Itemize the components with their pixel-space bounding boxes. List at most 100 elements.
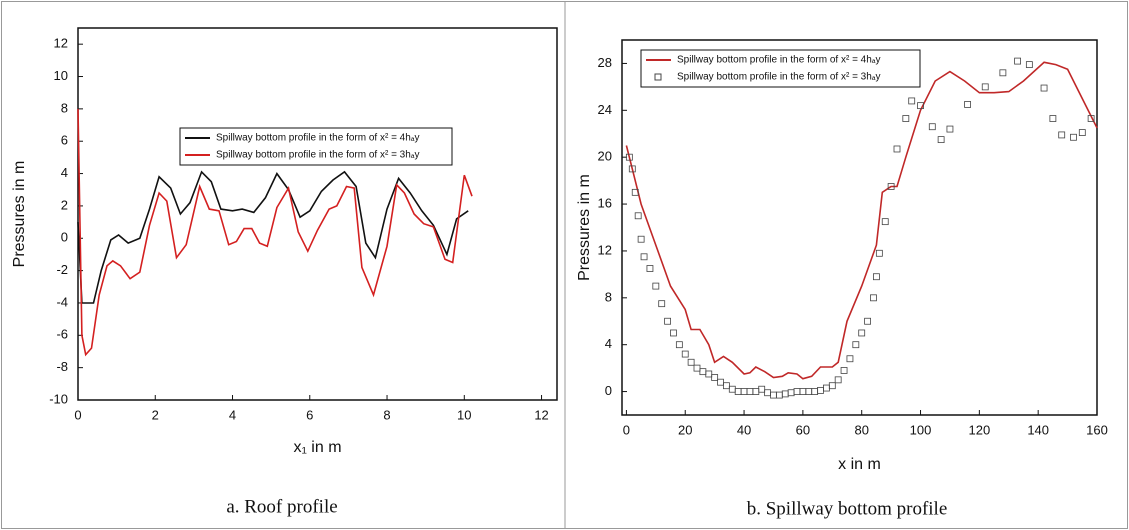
legend-label: Spillway bottom profile in the form of x… — [216, 150, 420, 161]
y-tick-label: 10 — [54, 68, 68, 83]
y-tick-label: 0 — [605, 383, 612, 398]
data-point — [811, 388, 819, 395]
x-tick-label: 2 — [152, 407, 159, 422]
data-point — [1049, 115, 1057, 122]
legend-swatch — [654, 73, 662, 81]
data-point — [705, 370, 713, 378]
data-point — [652, 282, 660, 290]
data-point — [711, 374, 719, 381]
data-point — [964, 101, 971, 108]
data-line — [77, 170, 469, 304]
data-point — [693, 364, 701, 372]
data-line — [625, 61, 1098, 380]
data-point — [875, 249, 883, 257]
data-point — [852, 341, 860, 349]
y-tick-label: 2 — [61, 197, 68, 212]
y-tick-label: 28 — [598, 55, 612, 70]
y-tick-label: 8 — [605, 289, 612, 304]
plot-frame — [621, 39, 1098, 416]
data-point — [740, 388, 748, 395]
y-tick-label: 0 — [61, 230, 68, 245]
x-tick-label: 80 — [854, 422, 868, 437]
y-axis-label: Pressures in m — [11, 161, 28, 268]
plot-frame — [77, 27, 558, 401]
data-point — [664, 317, 671, 325]
data-point — [646, 265, 654, 272]
data-point — [631, 188, 639, 196]
data-point — [728, 385, 736, 393]
x-tick-label: 8 — [383, 407, 390, 422]
data-point — [640, 253, 648, 261]
x-tick-label: 20 — [678, 422, 692, 437]
data-point — [775, 391, 783, 399]
x-tick-label: 160 — [1086, 422, 1108, 437]
data-point — [840, 367, 848, 374]
data-point — [637, 235, 645, 243]
legend-box — [179, 127, 453, 166]
data-point — [864, 317, 871, 325]
x-tick-label: 0 — [74, 407, 81, 422]
data-point — [634, 212, 642, 220]
y-tick-label: 4 — [61, 165, 68, 180]
y-tick-label: -6 — [56, 327, 68, 342]
data-point — [887, 183, 895, 190]
data-point — [781, 390, 789, 398]
data-point — [1087, 115, 1095, 122]
data-point — [1025, 61, 1033, 69]
y-tick-label: -10 — [49, 391, 68, 406]
data-point — [893, 145, 901, 153]
data-point — [723, 382, 730, 390]
data-point — [846, 355, 854, 363]
data-point — [675, 341, 683, 349]
y-tick-label: 24 — [598, 102, 612, 117]
legend-label: Spillway bottom profile in the form of x… — [216, 133, 420, 144]
data-point — [828, 382, 836, 390]
y-tick-label: 16 — [598, 196, 612, 211]
data-point — [764, 389, 771, 397]
data-point — [787, 389, 795, 397]
data-point — [817, 386, 824, 394]
x-tick-label: 10 — [457, 407, 471, 422]
x-axis-label: x in m — [838, 456, 881, 473]
data-point — [805, 388, 813, 395]
data-point — [870, 294, 877, 302]
data-point — [946, 125, 954, 133]
data-point — [1078, 129, 1086, 136]
caption: b. Spillway bottom profile — [747, 498, 948, 519]
data-point — [670, 329, 677, 337]
data-point — [1070, 133, 1077, 141]
data-point — [793, 388, 801, 395]
y-tick-label: 20 — [598, 149, 612, 164]
data-point — [902, 115, 910, 122]
data-point — [999, 69, 1007, 77]
data-point — [1058, 131, 1066, 139]
data-point — [628, 165, 636, 173]
x-tick-label: 40 — [737, 422, 751, 437]
data-point — [858, 329, 866, 337]
data-point — [717, 378, 724, 386]
x-axis-label: x₁ in m — [293, 439, 341, 456]
y-tick-label: 6 — [61, 133, 68, 148]
data-point — [687, 358, 695, 366]
data-point — [881, 218, 889, 226]
caption: a. Roof profile — [226, 496, 337, 517]
data-line — [77, 108, 473, 357]
x-tick-label: 6 — [306, 407, 313, 422]
data-point — [681, 350, 689, 358]
data-point — [699, 368, 707, 376]
data-point — [873, 273, 880, 281]
data-point — [734, 388, 742, 395]
data-point — [928, 123, 936, 131]
x-tick-label: 100 — [910, 422, 932, 437]
x-tick-label: 4 — [229, 407, 236, 422]
data-point — [625, 153, 633, 161]
data-point — [1040, 84, 1048, 92]
data-point — [746, 388, 754, 395]
y-tick-label: 8 — [61, 100, 68, 115]
data-point — [658, 300, 666, 308]
data-point — [917, 102, 924, 110]
data-point — [758, 385, 766, 393]
data-point — [799, 388, 807, 395]
y-tick-label: -4 — [56, 294, 68, 309]
x-tick-label: 60 — [796, 422, 810, 437]
